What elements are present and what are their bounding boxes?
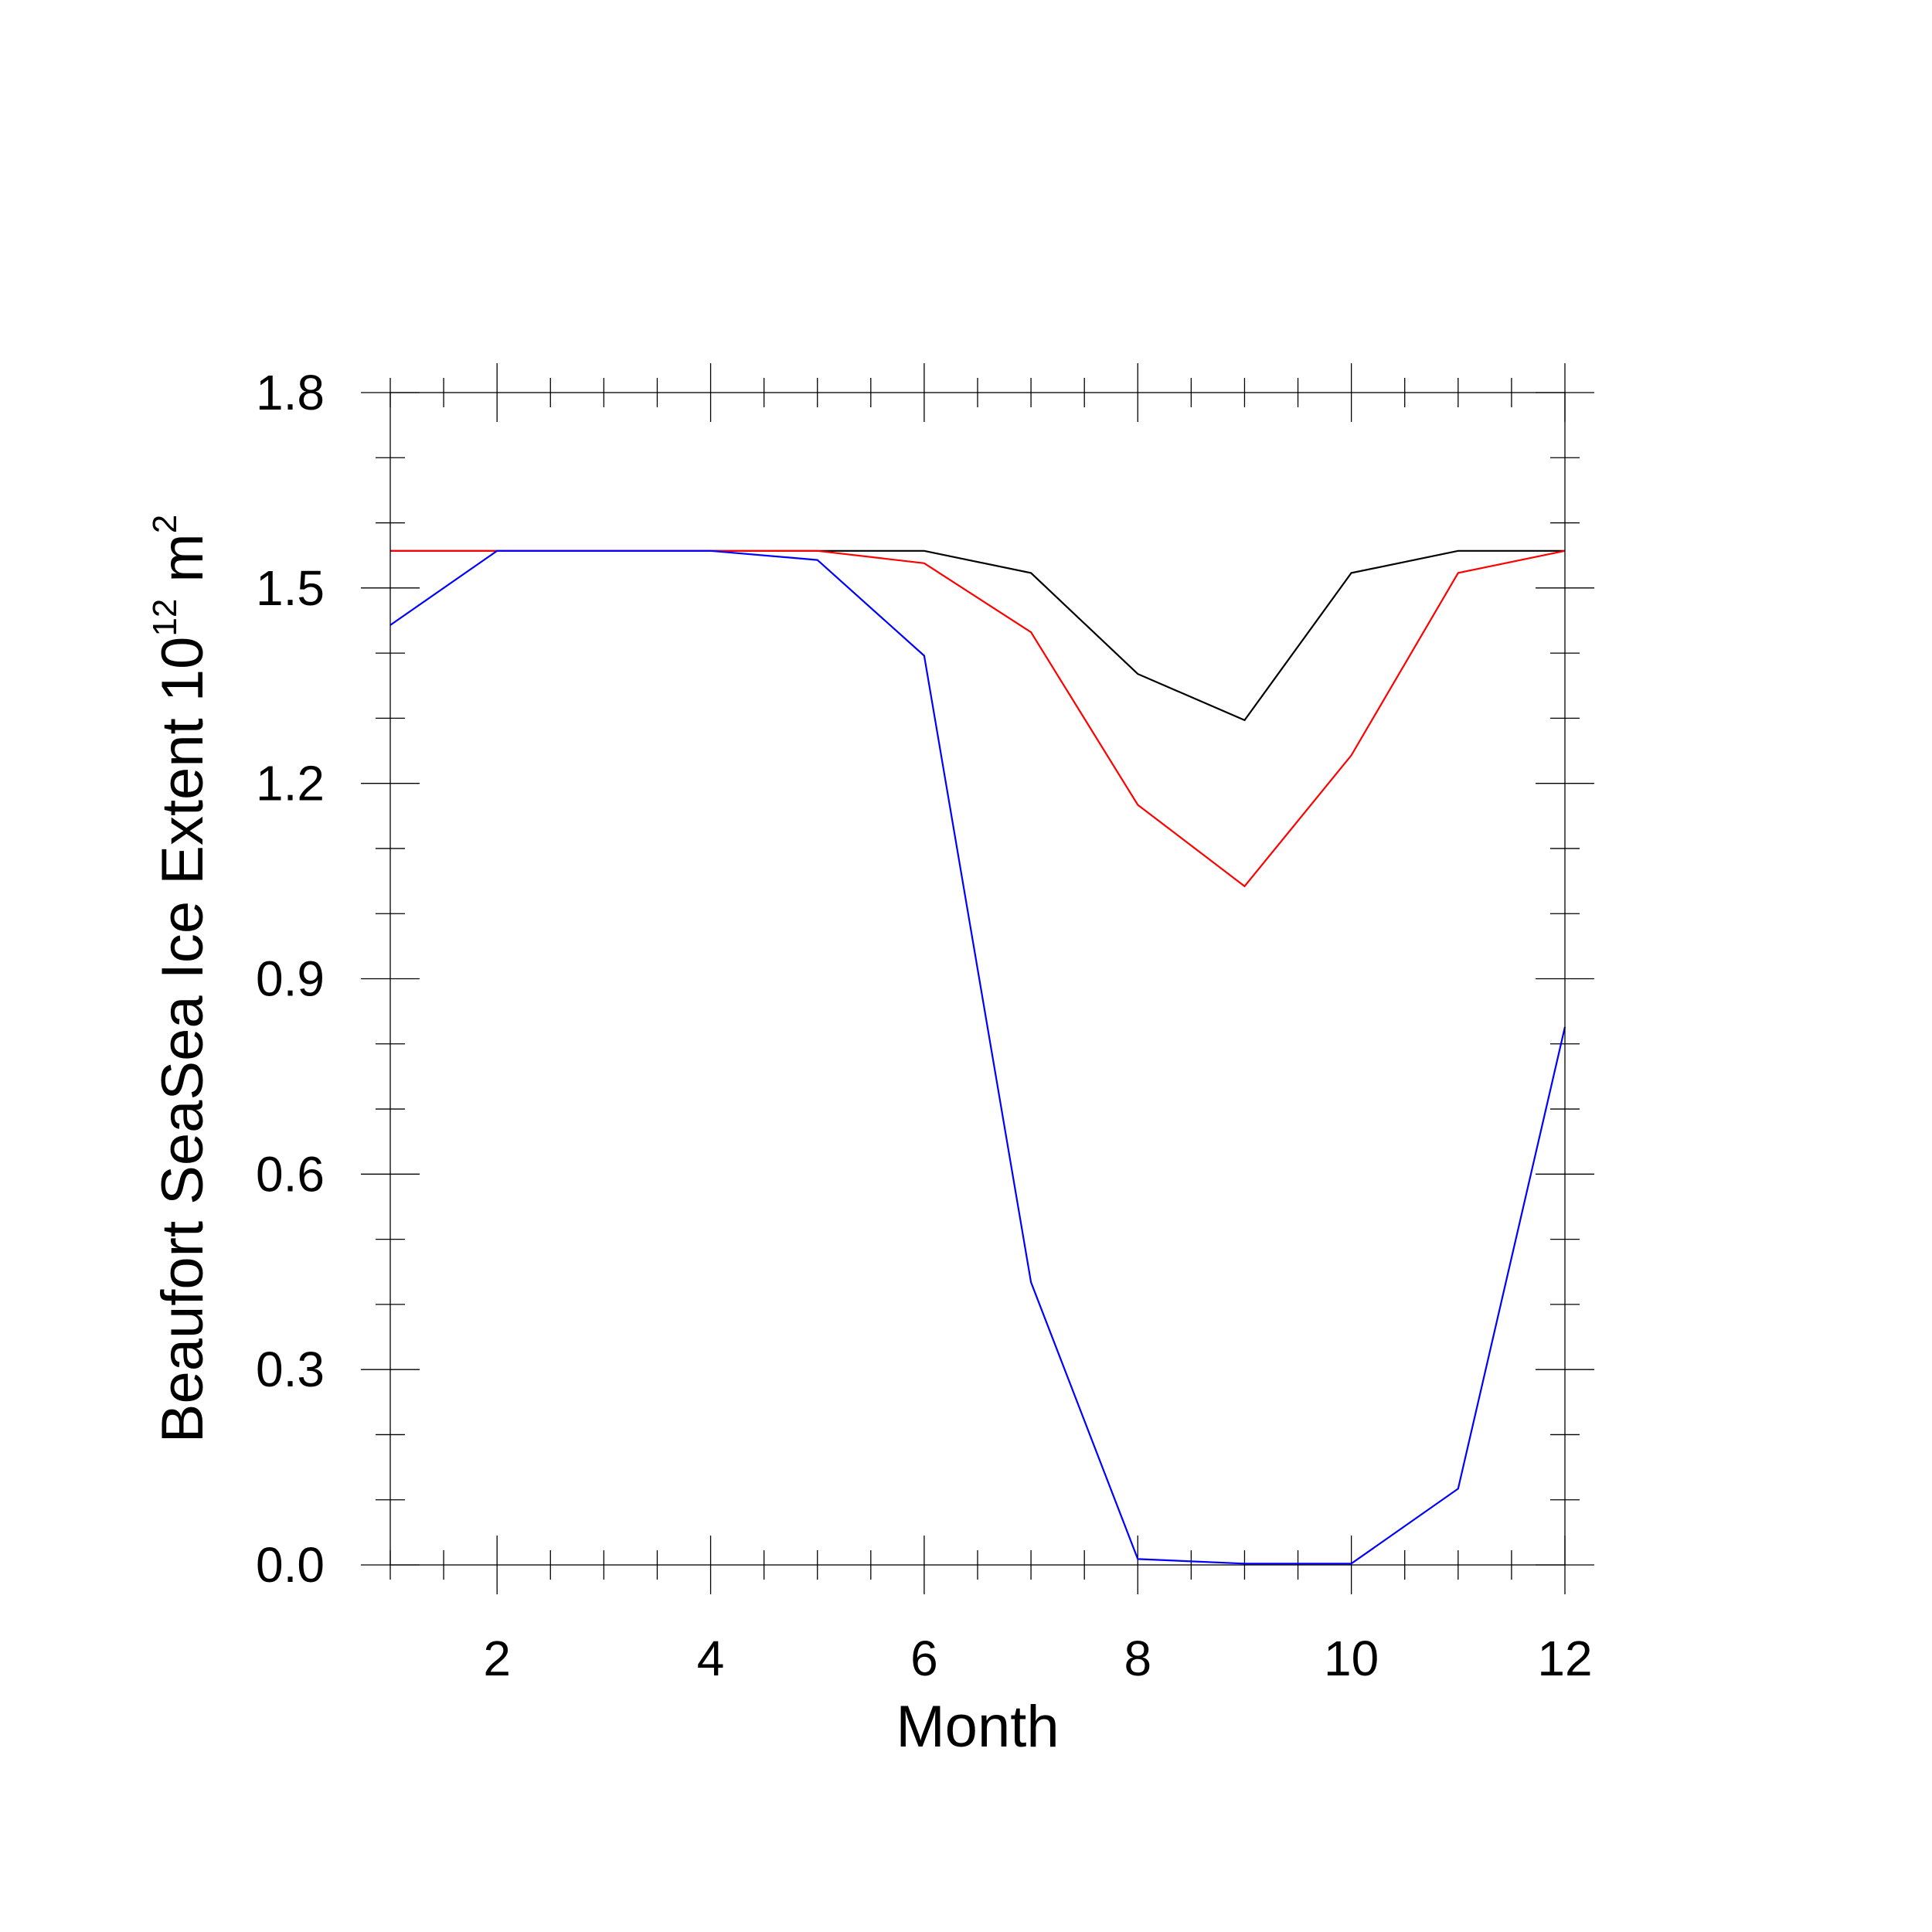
y-tick-label: 0.6 — [256, 1146, 325, 1202]
y-tick-label: 0.9 — [256, 951, 325, 1007]
series-line — [390, 549, 1566, 888]
y-axis-label-unit: m — [150, 533, 216, 598]
y-axis-label-unit-exponent: 2 — [146, 515, 184, 533]
x-tick-label: 6 — [910, 1631, 938, 1686]
y-axis-label: Beaufort SeaSea Ice Extent 1012 m2 SSMIb… — [146, 515, 216, 1443]
plot-frame — [389, 392, 1566, 1566]
x-tick-label: 2 — [483, 1631, 511, 1686]
y-tick-label: 1.2 — [256, 756, 325, 811]
x-axis-label: Month — [896, 1694, 1059, 1760]
axis-ticks — [361, 363, 1594, 1594]
y-tick-label: 0.3 — [256, 1342, 325, 1397]
x-tick-label: 8 — [1124, 1631, 1151, 1686]
y-axis-label-exponent: 12 — [146, 599, 184, 637]
y-tick-label: 1.8 — [256, 365, 325, 420]
tick-labels: 2 4 6 8 10 12 0.0 0.3 0.6 0.9 1.2 1.5 1.8 — [256, 365, 1593, 1686]
y-tick-label: 0.0 — [256, 1537, 325, 1593]
series-lines — [389, 549, 1566, 1565]
series-line — [390, 549, 1565, 722]
x-tick-label: 4 — [697, 1631, 725, 1686]
y-tick-label: 1.5 — [256, 560, 325, 616]
x-tick-label: 10 — [1324, 1631, 1379, 1686]
y-axis-label-base: Beaufort SeaSea Ice Extent 10 — [150, 637, 216, 1444]
series-line — [389, 549, 1566, 1565]
x-tick-label: 12 — [1537, 1631, 1592, 1686]
